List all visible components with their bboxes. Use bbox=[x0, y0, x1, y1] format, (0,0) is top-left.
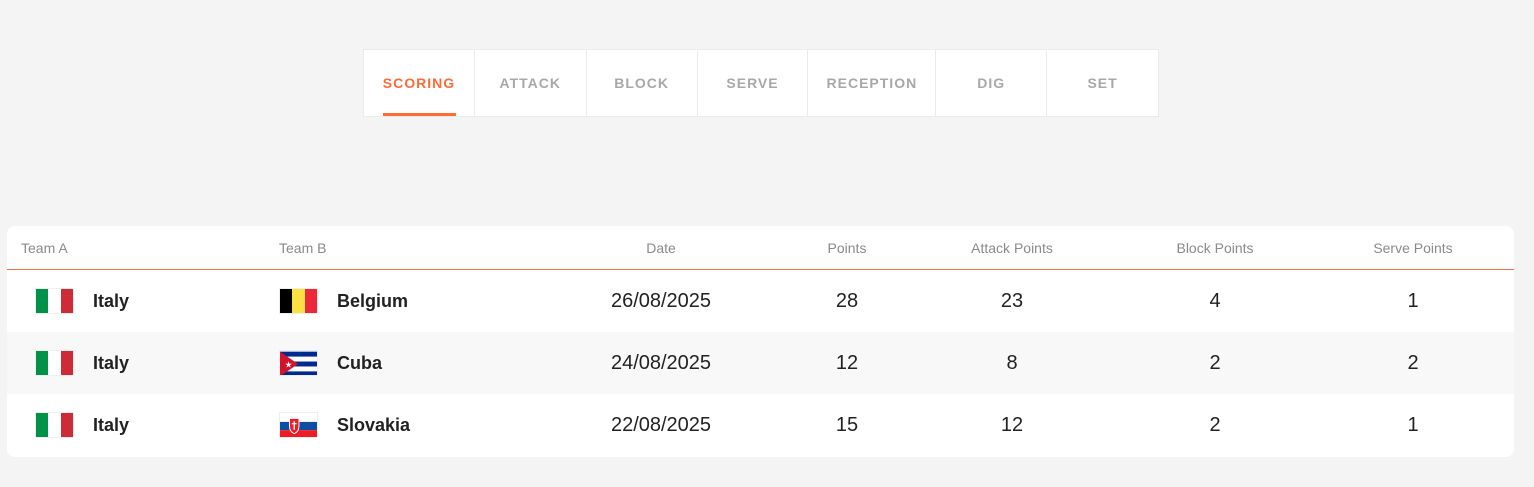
points-cell: 28 bbox=[835, 289, 859, 312]
serve-points-cell: 1 bbox=[1407, 289, 1419, 312]
attack-points-cell: 8 bbox=[1006, 351, 1018, 374]
team-a-cell: Italy bbox=[35, 270, 129, 332]
team-a-cell: Italy bbox=[35, 332, 129, 394]
date-cell: 26/08/2025 bbox=[610, 289, 712, 312]
team-a-cell: Italy bbox=[35, 394, 129, 456]
tab-attack[interactable]: ATTACK bbox=[475, 50, 587, 116]
header-attack-points: Attack Points bbox=[971, 239, 1053, 256]
tab-block[interactable]: BLOCK bbox=[587, 50, 698, 116]
tab-serve[interactable]: SERVE bbox=[698, 50, 809, 116]
team-a-name[interactable]: Italy bbox=[93, 352, 130, 373]
serve-points-cell: 1 bbox=[1407, 413, 1419, 436]
block-points-cell: 2 bbox=[1209, 413, 1221, 436]
tab-set[interactable]: SET bbox=[1087, 75, 1118, 91]
matches-table: Team A Team B Date Points Attack Points … bbox=[7, 226, 1514, 457]
header-serve-points: Serve Points bbox=[1373, 239, 1453, 256]
team-a-name[interactable]: Italy bbox=[93, 290, 130, 311]
block-points-cell: 2 bbox=[1209, 351, 1221, 374]
team-b-name[interactable]: Cuba bbox=[337, 352, 382, 373]
block-points-cell: 4 bbox=[1209, 289, 1221, 312]
attack-points-cell: 12 bbox=[1000, 413, 1024, 436]
slovakia-flag-icon bbox=[279, 412, 318, 438]
italy-flag-icon bbox=[35, 288, 74, 314]
team-b-cell: Slovakia bbox=[279, 394, 410, 456]
tab-reception[interactable]: RECEPTION bbox=[808, 50, 937, 116]
team-b-name[interactable]: Belgium bbox=[337, 290, 409, 311]
tab-dig[interactable]: DIG bbox=[936, 50, 1048, 116]
points-cell: 12 bbox=[835, 351, 859, 374]
header-points: Points bbox=[827, 239, 867, 256]
date-cell: 22/08/2025 bbox=[610, 413, 712, 436]
table-row[interactable]: Italy Belgium 26/08/2025 28 23 4 1 bbox=[7, 270, 1514, 332]
cuba-flag-icon: ★ bbox=[279, 350, 318, 376]
team-b-cell: ★ Cuba bbox=[279, 332, 382, 394]
tab-scoring[interactable]: SCORING bbox=[364, 50, 475, 116]
points-cell: 15 bbox=[835, 413, 859, 436]
team-b-name[interactable]: Slovakia bbox=[337, 414, 411, 435]
team-b-cell: Belgium bbox=[279, 270, 408, 332]
belgium-flag-icon bbox=[279, 288, 318, 314]
table-header: Team A Team B Date Points Attack Points … bbox=[7, 226, 1514, 270]
date-cell: 24/08/2025 bbox=[610, 351, 712, 374]
table-row[interactable]: Italy Slovakia 22/08/2025 15 12 2 1 bbox=[7, 394, 1514, 456]
serve-points-cell: 2 bbox=[1407, 351, 1419, 374]
stat-tabs: SCORING ATTACK BLOCK SERVE RECEPTION DIG… bbox=[363, 49, 1159, 117]
header-date: Date bbox=[646, 239, 676, 256]
svg-text:★: ★ bbox=[285, 359, 293, 369]
header-team-a: Team A bbox=[21, 239, 68, 256]
italy-flag-icon bbox=[35, 350, 74, 376]
header-team-b: Team B bbox=[279, 239, 327, 256]
team-a-name[interactable]: Italy bbox=[93, 414, 130, 435]
header-block-points: Block Points bbox=[1176, 239, 1254, 256]
table-row[interactable]: Italy ★ Cuba 24/08/2025 12 8 2 2 bbox=[7, 332, 1514, 394]
attack-points-cell: 23 bbox=[1000, 289, 1024, 312]
italy-flag-icon bbox=[35, 412, 74, 438]
